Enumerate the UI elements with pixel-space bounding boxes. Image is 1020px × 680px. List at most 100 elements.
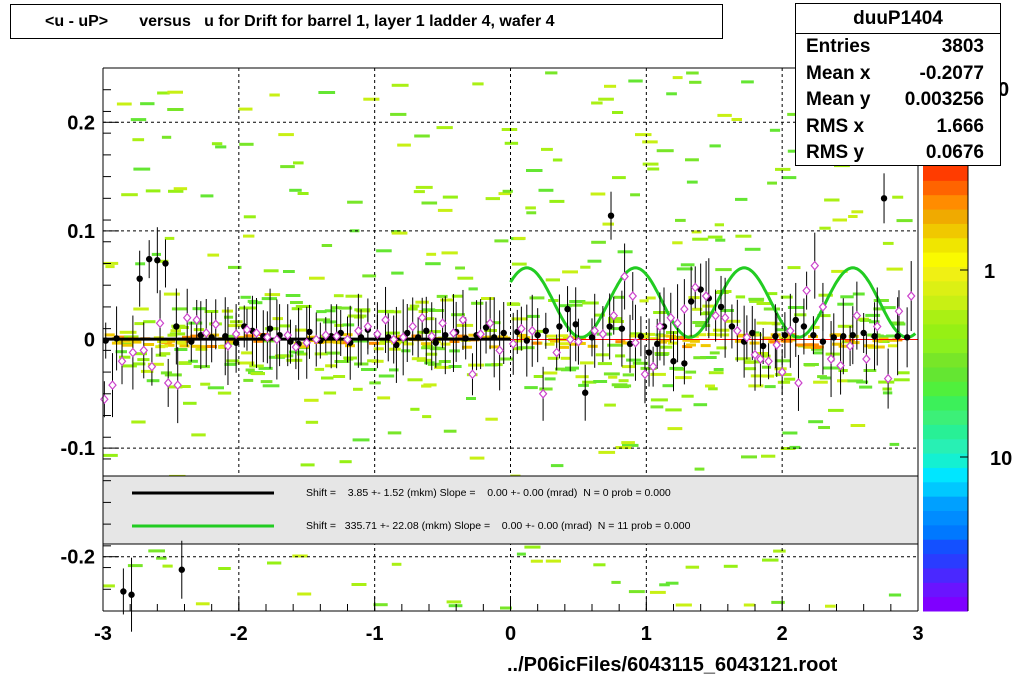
histogram-cell	[714, 333, 730, 337]
histogram-cell	[700, 344, 711, 348]
data-point-diamond	[311, 334, 321, 345]
histogram-cell	[299, 345, 310, 349]
histogram-cell	[352, 339, 369, 343]
histogram-cell	[689, 339, 700, 343]
histogram-cell	[309, 276, 325, 280]
histogram-cell	[178, 361, 192, 365]
data-point-diamond	[852, 310, 862, 321]
histogram-cell	[808, 420, 824, 424]
histogram-cell	[888, 593, 902, 597]
data-point-filled	[266, 325, 274, 332]
histogram-cell	[306, 335, 317, 339]
histogram-cell	[279, 324, 291, 328]
y-tick-label: -0.1	[61, 438, 95, 460]
histogram-cell	[896, 219, 913, 223]
histogram-cell	[848, 215, 858, 218]
palette-cell	[923, 424, 968, 440]
histogram-cell	[723, 564, 738, 568]
data-point-diamond	[680, 304, 689, 315]
histogram-cell	[145, 189, 161, 193]
histogram-cell	[105, 265, 115, 269]
histogram-cell	[457, 334, 468, 338]
histogram-cell	[162, 564, 173, 568]
histogram-cell	[897, 371, 910, 375]
histogram-cell	[616, 384, 632, 388]
histogram-cell	[239, 142, 254, 146]
data-point-diamond	[720, 312, 730, 323]
histogram-cell	[391, 83, 409, 87]
data-point-diamond	[381, 315, 390, 325]
histogram-cell	[353, 387, 363, 391]
histogram-cell	[295, 305, 312, 308]
palette-cell	[923, 309, 968, 325]
histogram-cell	[305, 420, 319, 424]
stats-name: duuP1404	[796, 4, 1000, 34]
stat-row-rms-x: RMS x 1.666	[796, 114, 1000, 141]
data-point-filled	[588, 334, 596, 341]
histogram-cell	[449, 349, 460, 353]
histogram-cell	[849, 341, 860, 345]
histogram-cell	[190, 344, 201, 348]
histogram-cell	[422, 415, 432, 419]
histogram-cell	[734, 339, 745, 343]
histogram-cell	[332, 340, 343, 344]
data-point-filled	[572, 321, 579, 328]
data-point-filled	[800, 323, 808, 330]
histogram-cell	[217, 391, 232, 395]
histogram-cell	[756, 321, 767, 325]
data-point-diamond	[252, 328, 261, 338]
histogram-cell	[297, 592, 312, 596]
histogram-cell	[440, 298, 454, 302]
histogram-cell	[160, 371, 172, 375]
histogram-cell	[443, 429, 457, 433]
histogram-cell	[558, 334, 569, 338]
histogram-cell	[542, 371, 558, 375]
histogram-cell	[289, 350, 304, 354]
histogram-cell	[598, 97, 614, 101]
histogram-cell	[157, 340, 168, 343]
histogram-cell	[455, 266, 465, 270]
histogram-cell	[610, 327, 625, 331]
histogram-cell	[224, 362, 237, 366]
histogram-cell	[397, 143, 411, 147]
palette-cell	[923, 524, 968, 540]
histogram-cell	[565, 366, 579, 370]
data-point-filled	[120, 588, 127, 595]
histogram-cell	[555, 367, 565, 371]
histogram-cell	[297, 192, 309, 195]
data-point-diamond	[690, 282, 700, 293]
data-point-diamond	[655, 321, 665, 332]
histogram-cell	[244, 334, 255, 338]
x-tick-label: 3	[912, 623, 923, 645]
histogram-cell	[468, 287, 478, 291]
histogram-cell	[724, 319, 741, 323]
histogram-cell	[667, 427, 683, 431]
histogram-cell	[164, 343, 175, 347]
data-point-diamond	[508, 338, 518, 349]
histogram-cell	[685, 370, 697, 374]
histogram-cell	[744, 247, 761, 251]
data-point-diamond	[733, 325, 742, 336]
histogram-cell	[761, 365, 772, 369]
histogram-cell	[144, 343, 155, 346]
histogram-cell	[204, 310, 219, 313]
histogram-cell	[789, 445, 801, 449]
palette-cell	[923, 209, 968, 224]
histogram-cell	[286, 358, 303, 362]
histogram-cell	[131, 420, 146, 424]
data-point-diamond	[485, 318, 495, 329]
histogram-cell	[803, 363, 819, 366]
histogram-cell	[632, 361, 648, 365]
histogram-cell	[294, 328, 307, 332]
data-point-diamond	[231, 329, 241, 339]
data-point-filled	[542, 327, 550, 335]
histogram-cell	[502, 189, 513, 193]
axes: -3 -2 -1 0 1 2 3 -0.2 -0.1 0 0.1 0.2	[61, 67, 924, 645]
histogram-cell	[409, 304, 420, 308]
histogram-cell	[352, 438, 370, 442]
data-point-diamond	[128, 347, 138, 358]
histogram-cell	[824, 198, 840, 202]
histogram-cell	[840, 295, 854, 299]
data-point-diamond	[201, 328, 211, 338]
data-point-diamond	[389, 334, 398, 345]
